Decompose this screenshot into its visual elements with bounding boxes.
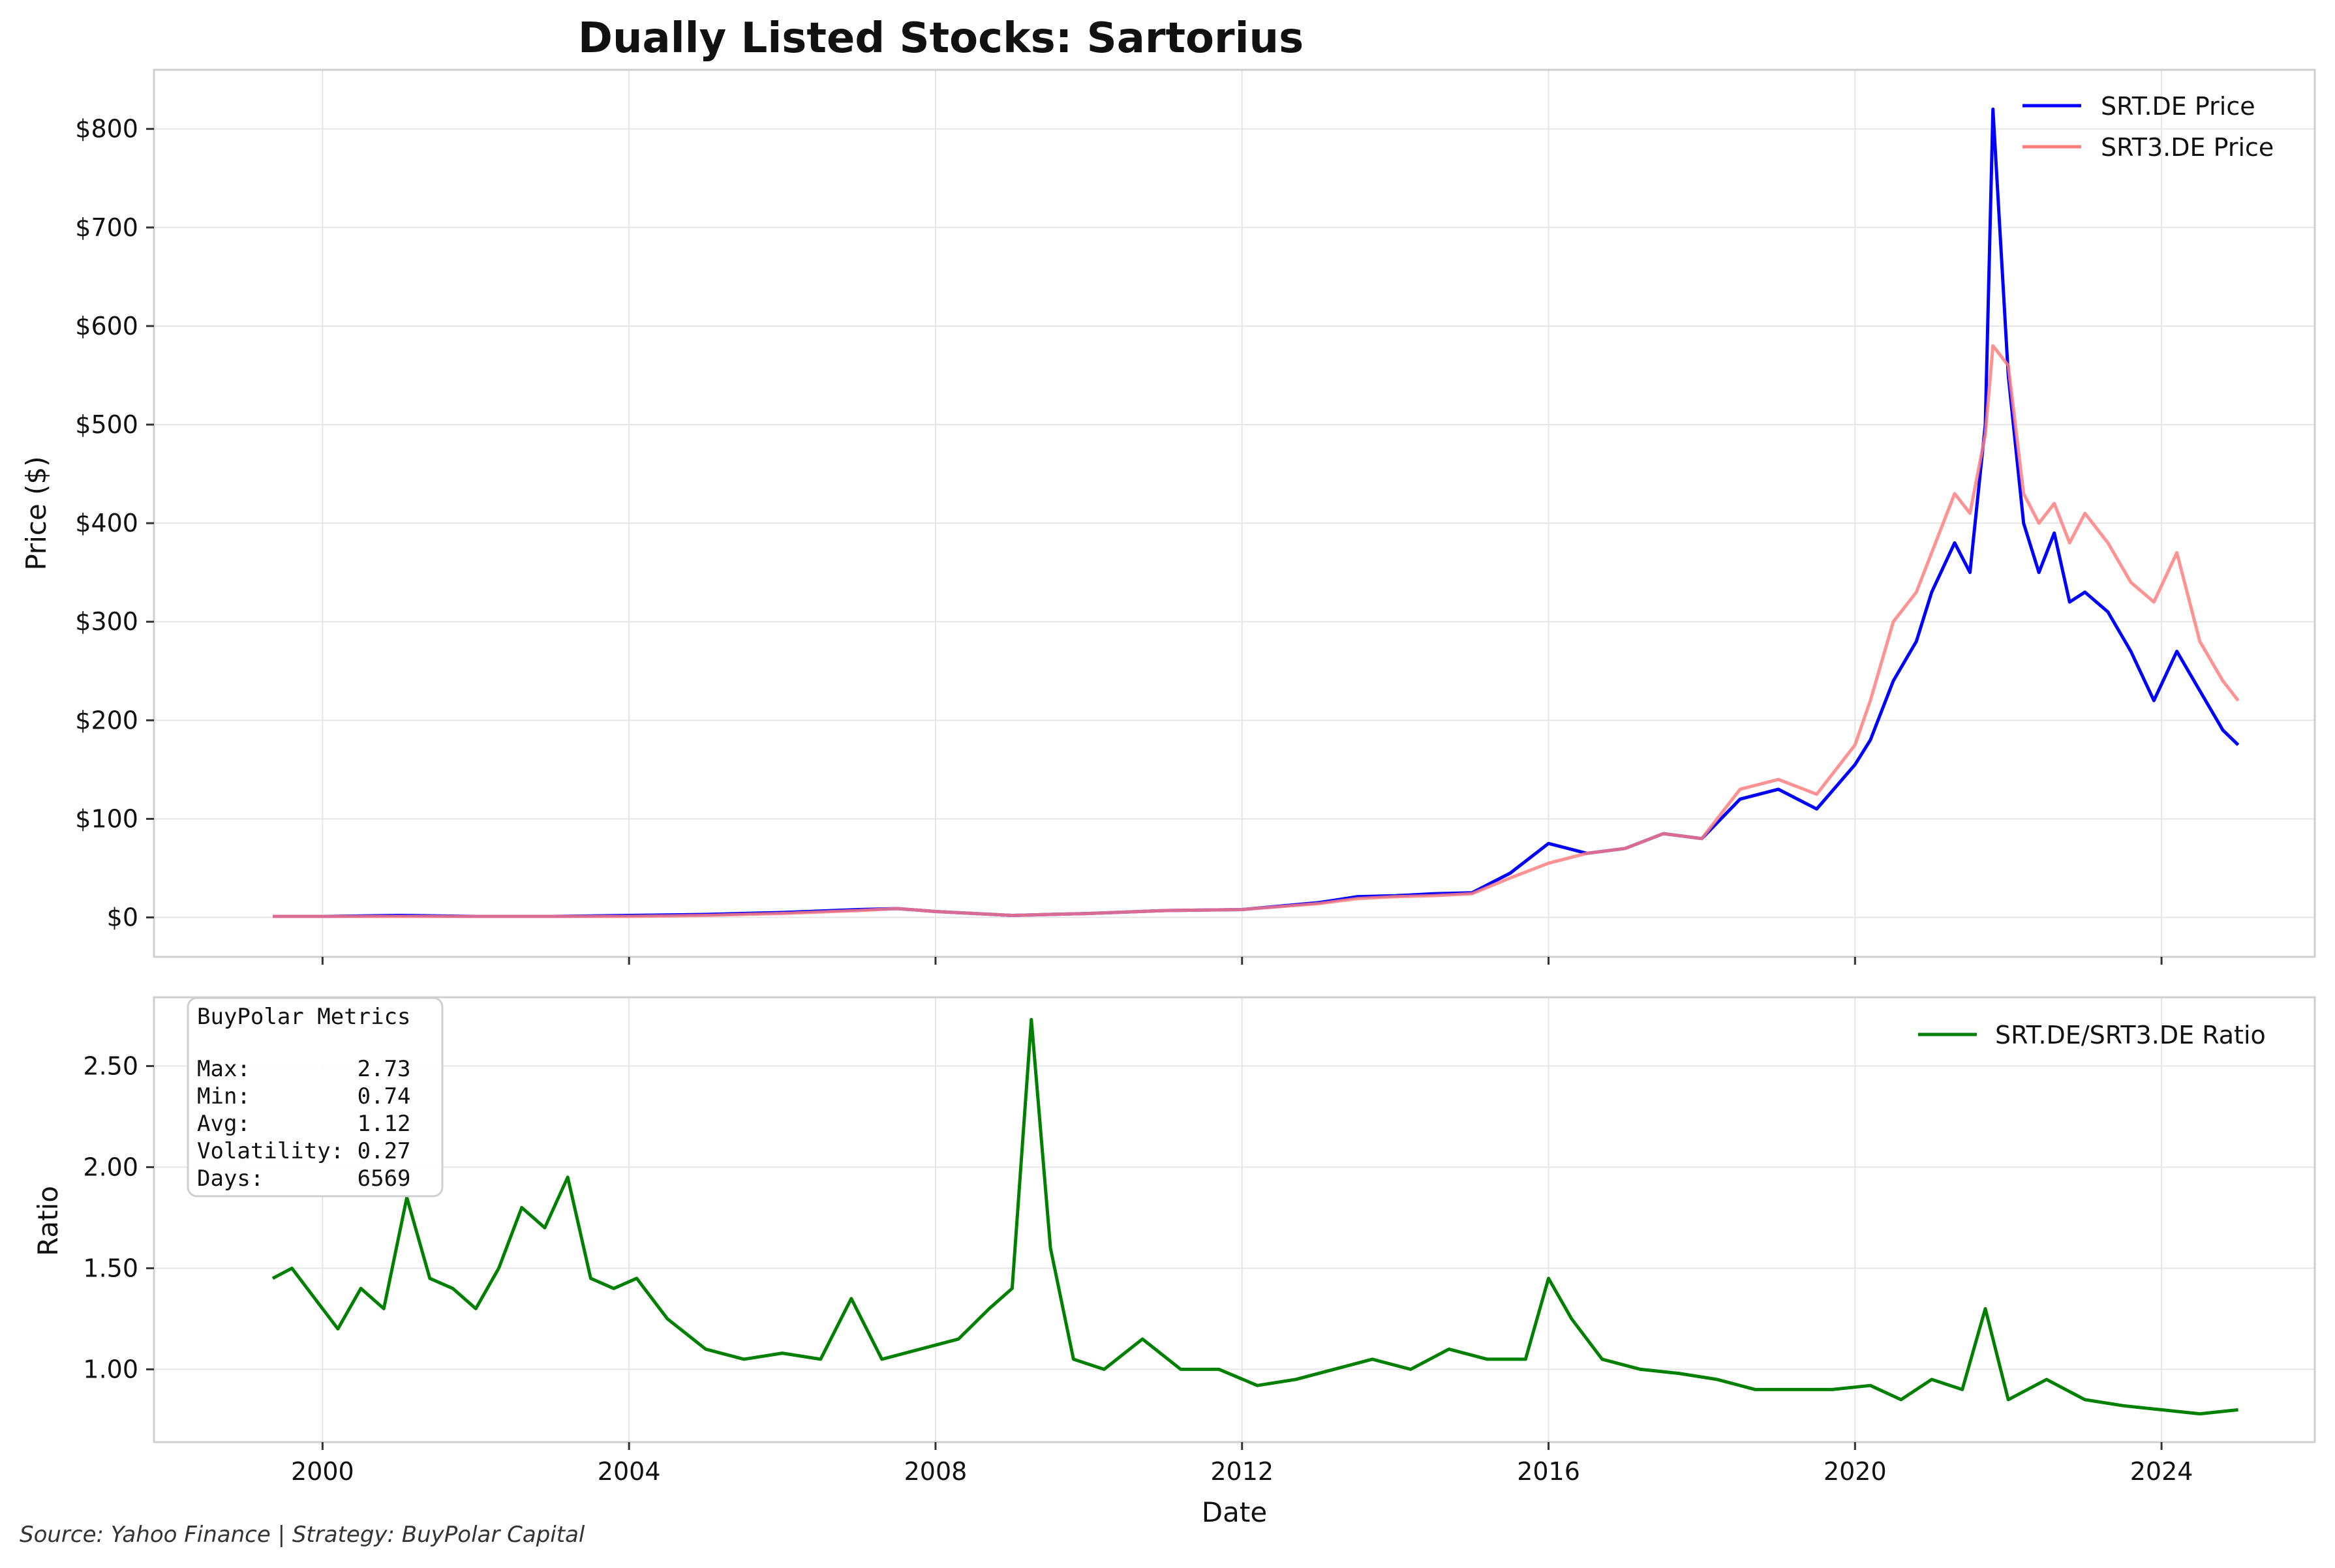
price-y-tick-label: $100	[75, 804, 138, 833]
price-panel-lines	[273, 107, 2240, 918]
ratio-legend: SRT.DE/SRT3.DE Ratio	[1918, 1021, 2266, 1049]
x-tick-label: 2020	[1824, 1457, 1887, 1486]
metrics-line-max: Max: 2.73	[197, 1056, 411, 1082]
series-line-srt-de-price	[273, 107, 2240, 918]
price-y-tick-label: $300	[75, 607, 138, 636]
ratio-y-tick-label: 1.50	[83, 1254, 138, 1282]
price-y-tick-label: $600	[75, 312, 138, 340]
metrics-box: BuyPolar Metrics Max: 2.73 Min: 0.74 Avg…	[187, 997, 444, 1198]
ratio-axis-label: Ratio	[32, 1186, 64, 1256]
price-y-tick-label: $0	[107, 903, 138, 932]
price-panel-frame	[153, 68, 2316, 958]
x-tick-label: 2012	[1210, 1457, 1274, 1486]
ratio-panel-frame	[153, 996, 2316, 1443]
x-tick-label: 2000	[291, 1457, 354, 1486]
ratio-panel-ticks: 2000 2004 2008 2012 2016 2020 2024 1.00 1.50 2.00…	[83, 1051, 2193, 1486]
ratio-panel-lines	[271, 1018, 2238, 1416]
price-y-tick-label: $200	[75, 706, 138, 734]
x-tick-label: 2004	[598, 1457, 661, 1486]
price-legend: SRT.DE Price SRT3.DE Price	[2022, 92, 2274, 162]
legend-label-srt3: SRT3.DE Price	[2101, 133, 2274, 162]
x-tick-label: 2024	[2130, 1457, 2193, 1486]
price-y-tick-label: $700	[75, 213, 138, 242]
metrics-line-avg: Avg: 1.12	[197, 1111, 411, 1137]
legend-label-ratio: SRT.DE/SRT3.DE Ratio	[1995, 1021, 2266, 1049]
chart-title: Dually Listed Stocks: Sartorius	[578, 14, 1304, 63]
series-line-srt-de-srt3-de-ratio	[271, 1018, 2238, 1416]
series-line-srt3-de-price	[273, 344, 2240, 918]
price-y-tick-label: $400	[75, 509, 138, 537]
ratio-y-tick-label: 2.00	[83, 1153, 138, 1181]
ratio-panel-grid	[154, 997, 2315, 1442]
price-axis-label: Price ($)	[20, 456, 52, 570]
price-panel-grid	[154, 70, 2315, 957]
legend-label-srt: SRT.DE Price	[2101, 92, 2255, 121]
ratio-y-tick-label: 2.50	[83, 1051, 138, 1080]
price-y-tick-label: $800	[75, 115, 138, 143]
price-panel-ticks: $0 $100 $200 $300 $400 $500 $600 $700 $800	[75, 115, 2163, 965]
metrics-line-days: Days: 6569	[197, 1166, 411, 1192]
date-axis-label: Date	[1202, 1496, 1267, 1528]
metrics-heading: BuyPolar Metrics	[197, 1004, 411, 1030]
x-tick-label: 2008	[904, 1457, 968, 1486]
x-tick-label: 2016	[1517, 1457, 1580, 1486]
metrics-line-volatility: Volatility: 0.27	[197, 1138, 411, 1164]
price-y-tick-label: $500	[75, 410, 138, 439]
source-note: Source: Yahoo Finance | Strategy: BuyPol…	[20, 1522, 585, 1548]
metrics-line-min: Min: 0.74	[197, 1083, 411, 1109]
metrics-box-frame	[187, 997, 444, 1198]
ratio-y-tick-label: 1.00	[83, 1355, 138, 1383]
